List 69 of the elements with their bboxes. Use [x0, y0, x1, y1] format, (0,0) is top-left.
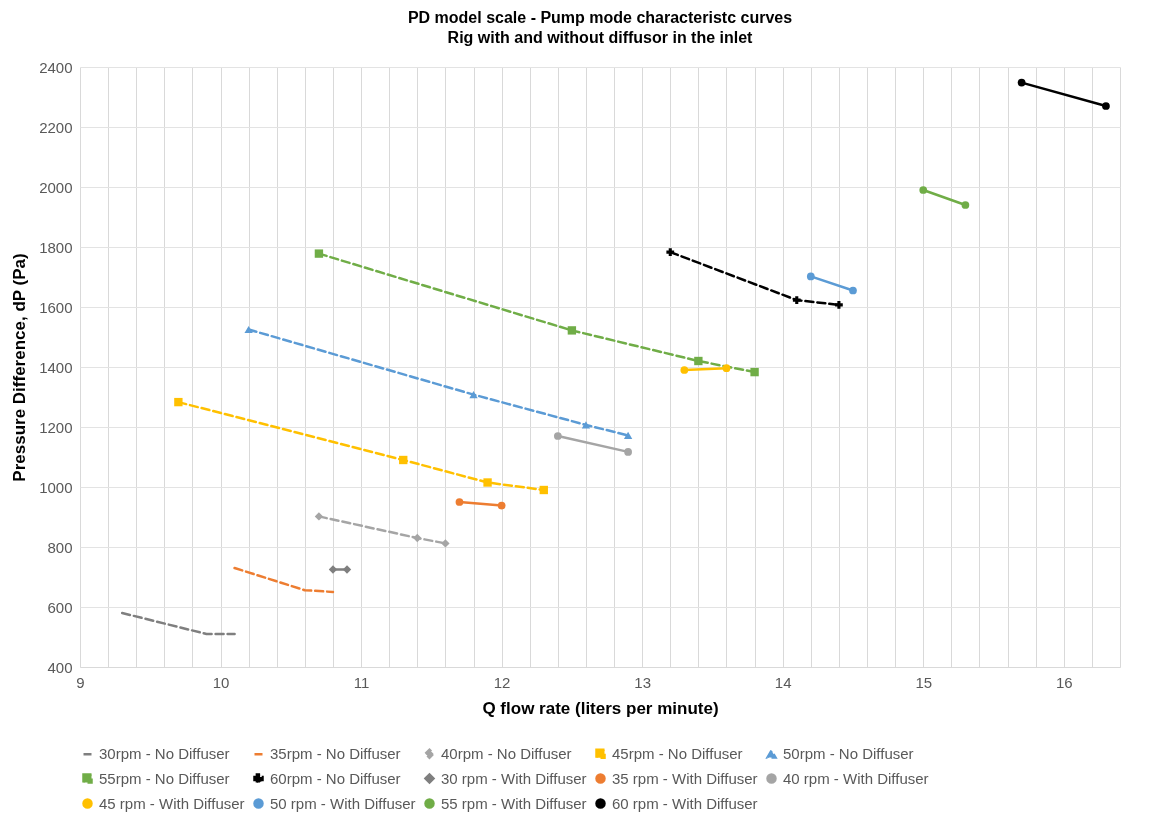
point	[342, 565, 352, 574]
point	[174, 397, 183, 407]
y-tick-label: 1000	[39, 478, 73, 496]
point	[581, 421, 591, 429]
x-tick-label: 15	[915, 673, 933, 691]
y-tick-label: 1600	[39, 298, 73, 316]
legend-label: 30 rpm - With Diffuser	[441, 769, 587, 787]
legend-label: 50 rpm - With Diffuser	[270, 794, 416, 812]
x-tick-label: 16	[1055, 673, 1073, 691]
y-tick-label: 800	[47, 538, 73, 556]
y-tick-label: 2400	[39, 58, 73, 76]
legend-label: 40rpm - No Diffuser	[441, 744, 572, 762]
legend-label: 60rpm - No Diffuser	[270, 769, 401, 787]
x-tick-label: 10	[212, 673, 230, 691]
legend-label: 60 rpm - With Diffuser	[612, 794, 758, 812]
y-tick-label: 600	[47, 598, 73, 616]
y-tick-label: 1800	[39, 238, 73, 256]
point	[849, 286, 857, 295]
point	[919, 186, 928, 194]
legend-label: 45 rpm - With Diffuser	[99, 794, 245, 812]
point	[441, 539, 450, 548]
point	[539, 485, 548, 495]
chart-title: PD model scale - Pump mode characteristc curves	[407, 9, 793, 26]
legend-label: 45rpm - No Diffuser	[612, 744, 743, 762]
point	[455, 498, 464, 506]
legend-label: 35rpm - No Diffuser	[270, 745, 401, 763]
point	[413, 533, 422, 543]
point	[553, 432, 562, 440]
point	[1102, 102, 1110, 110]
point	[680, 366, 689, 374]
x-tick-label: 9	[76, 673, 85, 691]
y-tick-label: 1400	[39, 358, 73, 376]
chart-subtitle: Rig with and without diffusor in the inlet	[447, 29, 754, 46]
legend-label: 35 rpm - With Diffuser	[612, 769, 758, 787]
y-tick-label: 2000	[39, 178, 73, 196]
legend-label: 55 rpm - With Diffuser	[441, 794, 587, 812]
x-axis-title: Q flow rate (liters per minute)	[482, 698, 719, 718]
point	[806, 272, 815, 281]
point	[469, 390, 478, 399]
point	[314, 249, 324, 258]
point	[694, 356, 703, 366]
point	[961, 201, 970, 209]
legend-label: 40 rpm - With Diffuser	[783, 769, 929, 787]
point	[792, 296, 801, 304]
point	[624, 448, 632, 456]
point	[399, 455, 408, 465]
point	[666, 248, 675, 256]
point	[314, 512, 324, 521]
point	[1017, 78, 1026, 87]
x-tick-label: 11	[353, 673, 370, 691]
legend-label: 30rpm - No Diffuser	[99, 745, 230, 763]
legend-label: 55rpm - No Diffuser	[99, 769, 230, 787]
point	[244, 325, 253, 334]
point	[483, 478, 492, 487]
y-axis-title: Pressure Difference, dP (Pa)	[10, 253, 30, 482]
point	[328, 565, 338, 574]
x-tick-label: 14	[774, 673, 792, 691]
y-tick-label: 400	[47, 658, 73, 676]
y-tick-label: 2200	[39, 118, 73, 136]
point	[497, 501, 506, 510]
x-tick-label: 12	[493, 673, 511, 691]
point	[722, 364, 731, 373]
x-tick-label: 13	[634, 673, 652, 691]
point	[750, 367, 759, 377]
legend-label: 50rpm - No Diffuser	[783, 745, 914, 763]
point	[623, 431, 633, 440]
point	[835, 301, 843, 309]
point	[567, 326, 577, 335]
y-tick-label: 1200	[39, 418, 73, 436]
